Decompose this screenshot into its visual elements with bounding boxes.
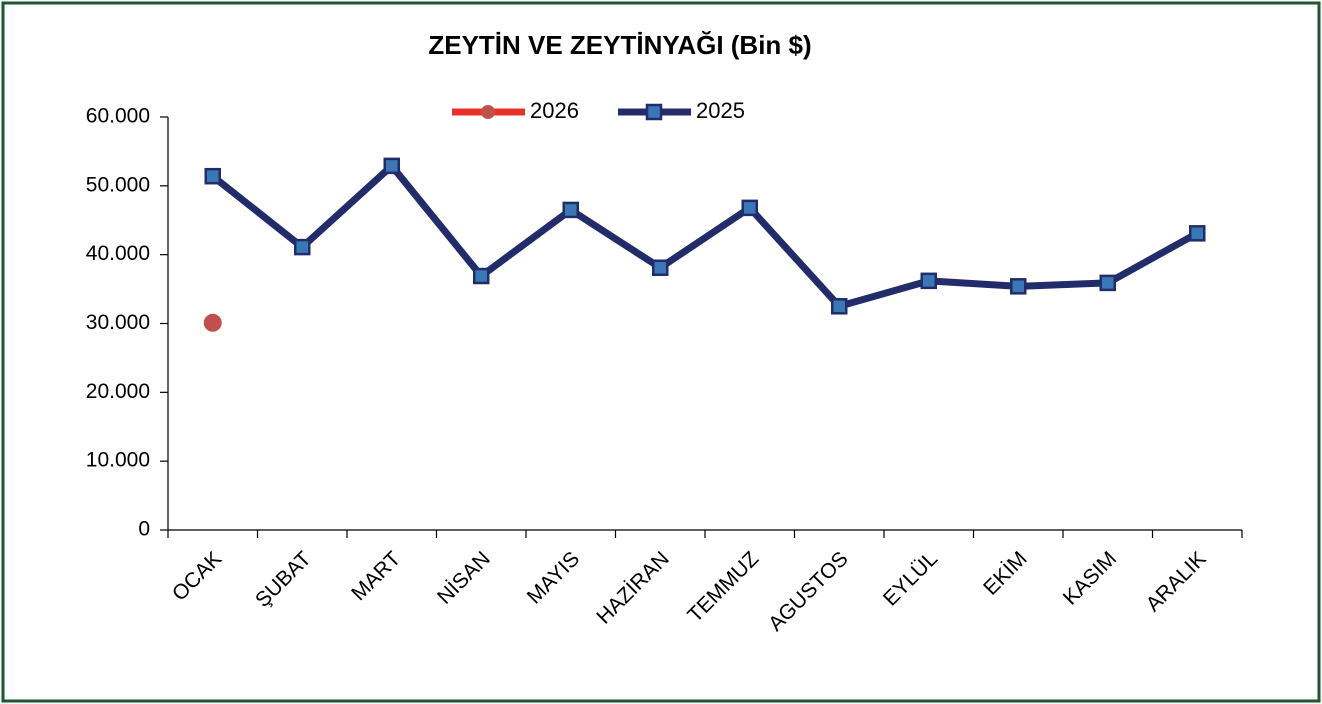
data-point (562, 201, 579, 219)
data-point (920, 272, 937, 290)
data-point (203, 313, 222, 332)
chart-title: ZEYTİN VE ZEYTİNYAĞI (Bin $) (428, 30, 811, 60)
legend-label: 2026 (530, 98, 579, 123)
legend-marker (481, 105, 495, 119)
data-point (741, 199, 758, 217)
series-line (210, 162, 1199, 310)
data-point (1189, 225, 1206, 242)
y-tick-label: 60.000 (86, 105, 150, 128)
data-point (294, 238, 311, 256)
y-tick-label: 50.000 (86, 173, 150, 196)
data-point (652, 259, 669, 276)
y-tick-label: 10.000 (86, 449, 150, 472)
legend-label: 2025 (696, 98, 745, 123)
data-point (831, 298, 848, 315)
data-point (1010, 278, 1027, 295)
data-point (383, 157, 400, 175)
y-tick-label: 20.000 (86, 380, 150, 403)
data-point (473, 267, 490, 285)
legend-marker (645, 103, 663, 121)
y-tick-label: 40.000 (86, 242, 150, 265)
data-point (1099, 274, 1116, 292)
y-tick-label: 30.000 (86, 311, 150, 334)
data-point (204, 167, 221, 185)
y-tick-label: 0 (138, 518, 150, 541)
